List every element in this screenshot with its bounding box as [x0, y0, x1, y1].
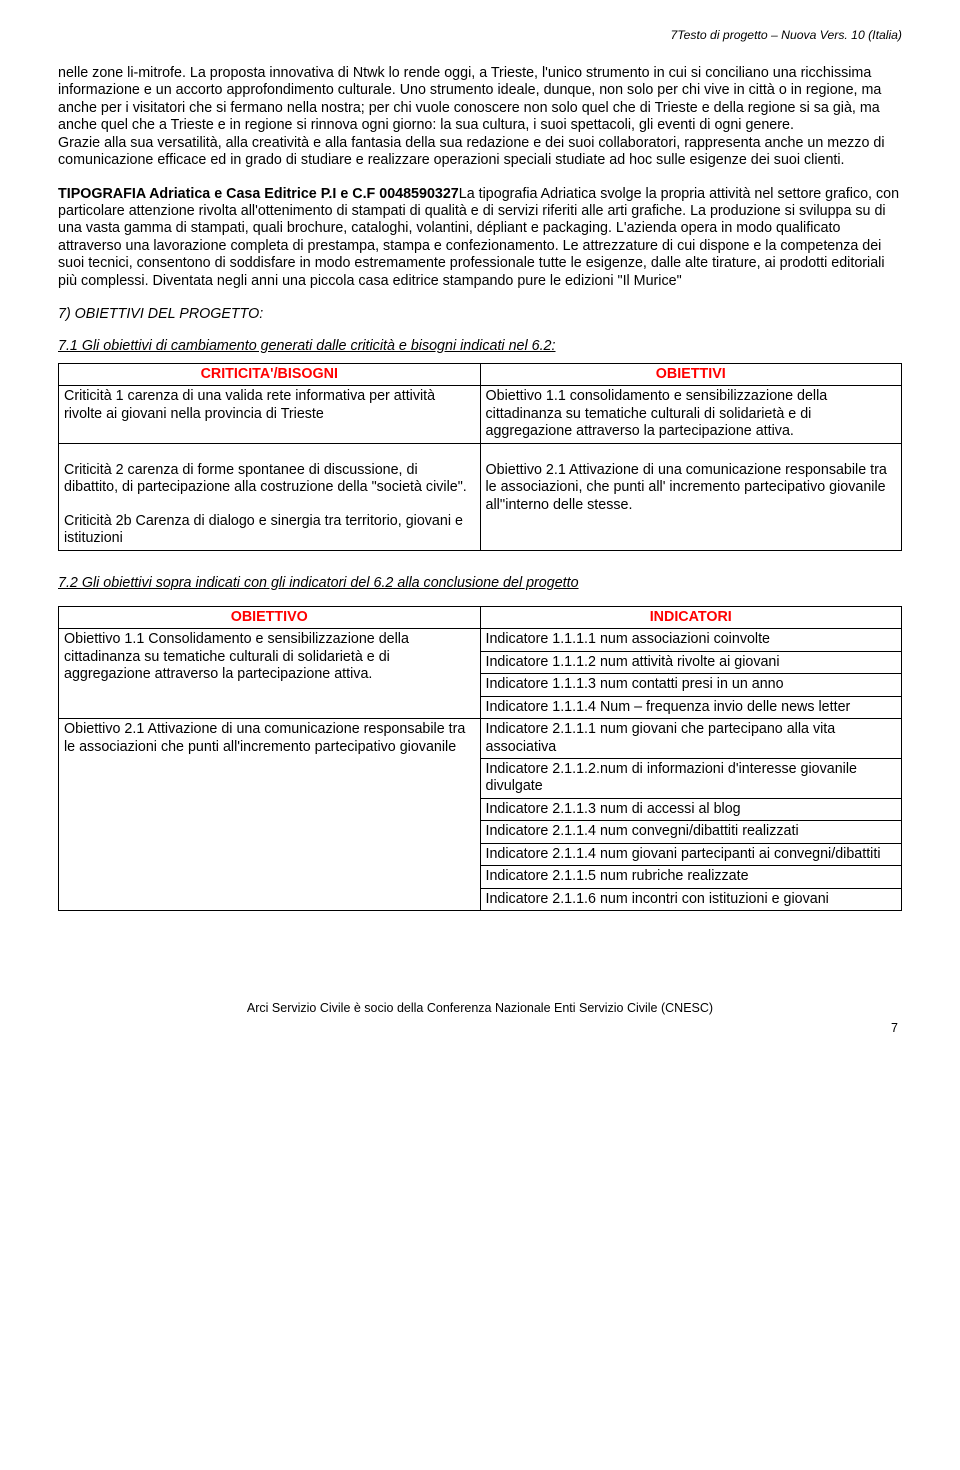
cell-indicatore-2-1-1-6: Indicatore 2.1.1.6 num incontri con isti… — [480, 888, 902, 910]
table-header-row: CRITICITA'/BISOGNI OBIETTIVI — [59, 364, 902, 386]
obiettivo-2-text: Obiettivo 2.1 Attivazione di una comunic… — [486, 462, 897, 514]
page-footer: Arci Servizio Civile è socio della Confe… — [58, 1001, 902, 1016]
page-number: 7 — [58, 1021, 902, 1036]
cell-indicatore-1-1-1-1: Indicatore 1.1.1.1 num associazioni coin… — [480, 629, 902, 651]
para1-text: nelle zone li-mitrofe. La proposta innov… — [58, 65, 881, 133]
table-header-row: OBIETTIVO INDICATORI — [59, 606, 902, 628]
paragraph-intro: nelle zone li-mitrofe. La proposta innov… — [58, 65, 902, 170]
cell-indicatore-2-1-1-4a: Indicatore 2.1.1.4 num convegni/dibattit… — [480, 821, 902, 843]
cell-indicatore-2-1-1-4b: Indicatore 2.1.1.4 num giovani partecipa… — [480, 843, 902, 865]
section-7-heading: 7) OBIETTIVI DEL PROGETTO: — [58, 306, 902, 323]
criticita-2a: Criticità 2 carenza di forme spontanee d… — [64, 462, 475, 497]
section-7-1-text: 7.1 Gli obiettivi di cambiamento generat… — [58, 338, 552, 354]
para1b-text: Grazie alla sua versatilità, alla creati… — [58, 135, 885, 168]
table-obiettivo-indicatori: OBIETTIVO INDICATORI Obiettivo 1.1 Conso… — [58, 606, 902, 911]
cell-obiettivo-2: Obiettivo 2.1 Attivazione di una comunic… — [480, 443, 902, 550]
cell-indicatore-2-1-1-2: Indicatore 2.1.1.2.num di informazioni d… — [480, 759, 902, 799]
cell-criticita-2: Criticità 2 carenza di forme spontanee d… — [59, 443, 481, 550]
paragraph-tipografia: TIPOGRAFIA Adriatica e Casa Editrice P.I… — [58, 186, 902, 291]
criticita-2b: Criticità 2b Carenza di dialogo e sinerg… — [64, 513, 475, 548]
cell-obiettivo-2-1: Obiettivo 2.1 Attivazione di una comunic… — [59, 719, 481, 911]
header-text: Testo di progetto – Nuova Vers. 10 (Ital… — [677, 28, 902, 42]
section-7-2-heading: 7.2 Gli obiettivi sopra indicati con gli… — [58, 575, 902, 592]
table-criticita-obiettivi: CRITICITA'/BISOGNI OBIETTIVI Criticità 1… — [58, 363, 902, 551]
section-7-1-heading: 7.1 Gli obiettivi di cambiamento generat… — [58, 338, 902, 355]
cell-obiettivo-1: Obiettivo 1.1 consolidamento e sensibili… — [480, 386, 902, 443]
table-row: Criticità 2 carenza di forme spontanee d… — [59, 443, 902, 550]
th-obiettivi: OBIETTIVI — [480, 364, 902, 386]
cell-indicatore-1-1-1-2: Indicatore 1.1.1.2 num attività rivolte … — [480, 651, 902, 673]
cell-indicatore-1-1-1-3: Indicatore 1.1.1.3 num contatti presi in… — [480, 674, 902, 696]
cell-criticita-1: Criticità 1 carenza di una valida rete i… — [59, 386, 481, 443]
cell-indicatore-2-1-1-5: Indicatore 2.1.1.5 num rubriche realizza… — [480, 866, 902, 888]
th-obiettivo: OBIETTIVO — [59, 606, 481, 628]
table-row: Criticità 1 carenza di una valida rete i… — [59, 386, 902, 443]
th-indicatori: INDICATORI — [480, 606, 902, 628]
table-row: Obiettivo 2.1 Attivazione di una comunic… — [59, 719, 902, 759]
cell-indicatore-2-1-1-1: Indicatore 2.1.1.1 num giovani che parte… — [480, 719, 902, 759]
th-criticita: CRITICITA'/BISOGNI — [59, 364, 481, 386]
table-row: Obiettivo 1.1 Consolidamento e sensibili… — [59, 629, 902, 651]
tipografia-title: TIPOGRAFIA Adriatica e Casa Editrice P.I… — [58, 186, 459, 202]
page-header: 7Testo di progetto – Nuova Vers. 10 (Ita… — [58, 28, 902, 43]
cell-obiettivo-1-1: Obiettivo 1.1 Consolidamento e sensibili… — [59, 629, 481, 719]
cell-indicatore-2-1-1-3: Indicatore 2.1.1.3 num di accessi al blo… — [480, 798, 902, 820]
cell-indicatore-1-1-1-4: Indicatore 1.1.1.4 Num – frequenza invio… — [480, 696, 902, 718]
